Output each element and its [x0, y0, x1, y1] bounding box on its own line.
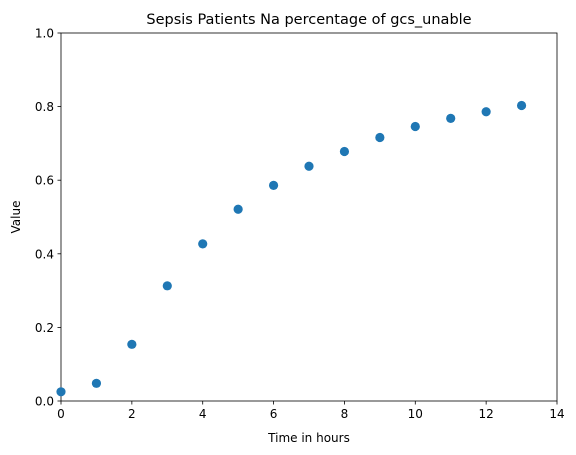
data-point [91, 378, 102, 388]
data-point [127, 339, 137, 349]
x-tick-label: 4 [199, 407, 207, 421]
data-point [339, 146, 350, 157]
data-point [56, 387, 66, 397]
data-point [304, 161, 314, 171]
data-point [268, 180, 279, 190]
y-tick-label: 0.6 [35, 174, 54, 188]
data-point [375, 132, 385, 143]
data-point [198, 239, 208, 249]
axes-frame [60, 32, 558, 402]
chart-title: Sepsis Patients Na percentage of gcs_una… [146, 12, 471, 28]
data-point [162, 281, 172, 291]
plot-area: 0 2 4 6 8 10 12 14 0.0 0.2 0.4 0.6 0.8 1.0 [35, 27, 565, 422]
x-tick-label: 14 [549, 407, 564, 421]
x-tick-label: 12 [479, 407, 494, 421]
x-tick-label: 8 [341, 407, 349, 421]
data-point [233, 204, 243, 214]
data-point [516, 100, 527, 111]
y-tick-label: 0.8 [35, 100, 54, 114]
x-tick-label: 2 [128, 407, 136, 421]
x-axis-label: Time in hours [267, 431, 350, 445]
y-tick-label: 0.4 [35, 247, 54, 261]
x-tick-label: 6 [270, 407, 278, 421]
y-tick-label: 1.0 [35, 27, 54, 41]
y-tick-label: 0.0 [35, 395, 54, 409]
data-point [446, 113, 456, 123]
y-axis-label: Value [9, 201, 23, 234]
data-point [410, 121, 420, 132]
data-point [481, 107, 491, 117]
y-tick-label: 0.2 [35, 321, 54, 335]
x-tick-label: 0 [57, 407, 65, 421]
x-tick-label: 10 [408, 407, 423, 421]
